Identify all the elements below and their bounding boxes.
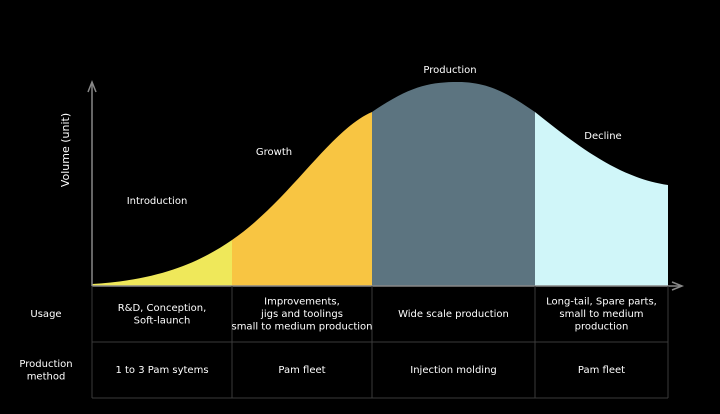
row-label: Usage bbox=[30, 309, 61, 320]
usage-cell: Long-tail, Spare parts, bbox=[546, 297, 657, 308]
usage-cell: production bbox=[575, 322, 629, 333]
phase-label: Production bbox=[423, 65, 476, 76]
usage-cell: small to medium bbox=[559, 309, 643, 320]
method-cell: Pam fleet bbox=[578, 365, 625, 376]
y-axis-arrow bbox=[87, 79, 97, 93]
production-area bbox=[372, 82, 535, 286]
y-axis-label: Volume (unit) bbox=[59, 113, 72, 187]
usage-cell: Soft-launch bbox=[134, 315, 191, 326]
method-cell: Pam fleet bbox=[278, 365, 325, 376]
phase-label: Introduction bbox=[127, 196, 188, 207]
usage-cell: Wide scale production bbox=[398, 309, 509, 320]
phase-label: Decline bbox=[584, 131, 621, 142]
usage-cell: small to medium production bbox=[231, 322, 372, 333]
phase-label: Growth bbox=[256, 147, 292, 158]
row-label: Production bbox=[19, 359, 72, 370]
usage-cell: R&D, Conception, bbox=[118, 303, 207, 314]
usage-cell: jigs and toolings bbox=[260, 309, 343, 320]
method-cell: Injection molding bbox=[410, 365, 497, 376]
usage-cell: Improvements, bbox=[264, 297, 340, 308]
row-label: method bbox=[27, 371, 66, 382]
method-cell: 1 to 3 Pam sytems bbox=[115, 365, 208, 376]
x-axis-arrow bbox=[671, 281, 685, 291]
table: Usage R&D, Conception,Soft-launch Improvem… bbox=[19, 297, 656, 383]
